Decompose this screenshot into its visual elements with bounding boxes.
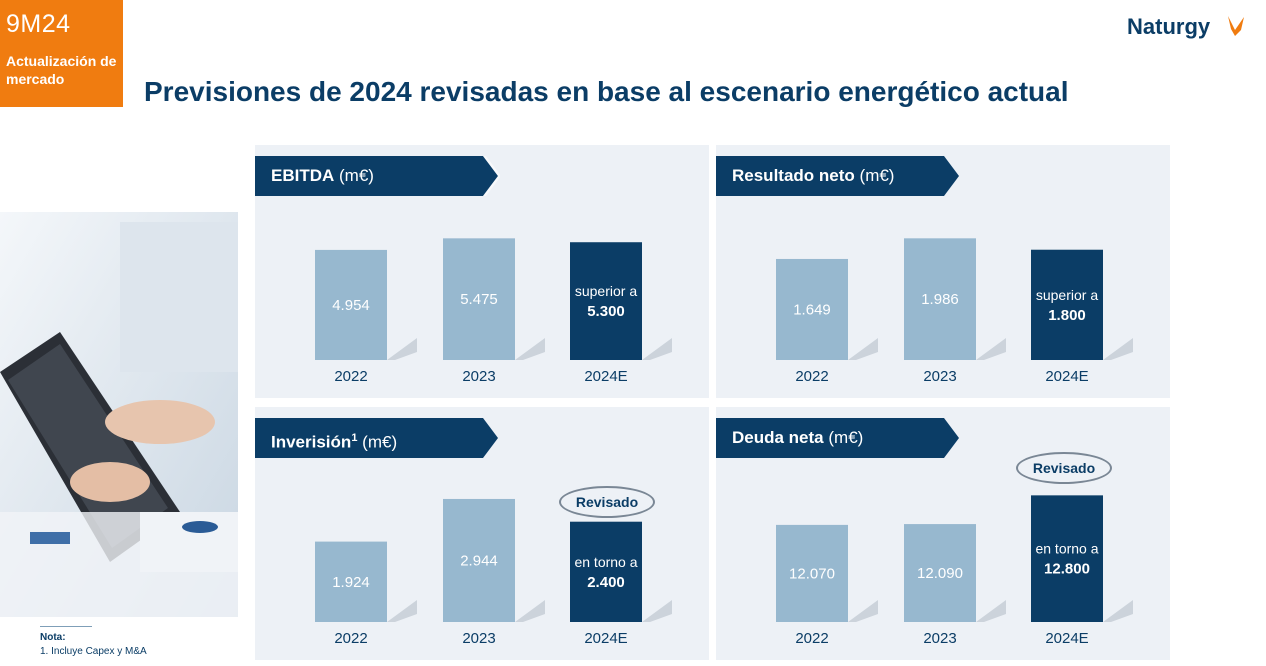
x-tick-label: 2024E — [1045, 368, 1088, 385]
x-tick-label: 2023 — [462, 630, 495, 647]
bar-2022 — [315, 249, 387, 360]
page-title: Previsiones de 2024 revisadas en base al… — [144, 76, 1069, 107]
period-badge: 9M24 Actualización de mercado — [0, 0, 123, 107]
x-tick-label: 2023 — [923, 630, 956, 647]
resultado-neto-panel: Resultado neto (m€) 1.649 2022 1.986 2023 su… — [716, 145, 1170, 398]
brand-flame-icon — [1228, 16, 1244, 36]
x-tick-label: 2023 — [923, 368, 956, 385]
deuda-neta-unit: (m€) — [828, 428, 864, 447]
bar-shadow — [642, 600, 672, 622]
deuda-neta-chart: 12.070 2022 12.090 2023 en torno a 12.800 2024… — [776, 495, 1133, 647]
ebitda-unit: (m€) — [339, 166, 374, 185]
ebitda-chart: 4.954 2022 5.475 2023 superior a 5.300 2024E — [315, 238, 672, 385]
bar-2023 — [443, 238, 515, 360]
deuda-neta-revised-badge: Revisado — [1016, 452, 1112, 484]
footnote-text: 1. Incluye Capex y M&A — [40, 646, 147, 657]
bar-value-label: 12.070 — [789, 565, 835, 582]
x-tick-label: 2024E — [584, 368, 627, 385]
bar-value-label: 12.800 — [1044, 561, 1090, 578]
bar-value-label: 5.475 — [460, 291, 498, 308]
bar-shadow — [642, 338, 672, 360]
bar-shadow — [848, 600, 878, 622]
bar-shadow — [387, 338, 417, 360]
x-tick-label: 2024E — [1045, 630, 1088, 647]
bar-value-label: 4.954 — [332, 297, 370, 314]
forecast-prefix-label: superior a — [1036, 287, 1098, 303]
inversion-title: Inverisión — [271, 432, 352, 452]
x-tick-label: 2022 — [334, 630, 367, 647]
bar-2024E — [570, 521, 642, 622]
inversion-unit: (m€) — [362, 432, 398, 452]
bar-value-label: 12.090 — [917, 565, 963, 582]
ebitda-title: EBITDA — [271, 166, 335, 185]
footnote-title: Nota: — [40, 632, 66, 643]
bar-2024E — [570, 242, 642, 360]
bar-shadow — [515, 338, 545, 360]
x-tick-label: 2023 — [462, 368, 495, 385]
deuda-neta-panel: Deuda neta (m€) Revisado 12.070 2022 12.09… — [716, 407, 1170, 660]
bar-value-label: 1.924 — [332, 574, 370, 591]
bar-value-label: 1.800 — [1048, 307, 1086, 324]
bar-2023 — [443, 498, 515, 622]
bar-value-label: 1.649 — [793, 301, 831, 318]
inversion-footnote-ref: 1 — [351, 432, 358, 444]
brand-name: Naturgy — [1127, 14, 1211, 39]
resultado-neto-title: Resultado neto — [732, 166, 855, 185]
x-tick-label: 2022 — [334, 368, 367, 385]
bar-shadow — [387, 600, 417, 622]
x-tick-label: 2024E — [584, 630, 627, 647]
resultado-neto-unit: (m€) — [859, 166, 895, 185]
bar-2024E — [1031, 495, 1103, 622]
bar-shadow — [848, 338, 878, 360]
ebitda-panel: EBITDA (m€) 4.954 2022 5.475 2023 superior a… — [255, 145, 709, 398]
inversion-revised-badge: Revisado — [559, 486, 655, 518]
bar-value-label: 2.400 — [587, 574, 625, 591]
resultado-neto-chart: 1.649 2022 1.986 2023 superior a 1.800 2024E — [776, 238, 1133, 385]
badge-subtitle: Actualización de mercado — [6, 53, 117, 87]
bar-2022 — [776, 258, 848, 360]
bar-shadow — [976, 338, 1006, 360]
x-tick-label: 2022 — [795, 368, 828, 385]
badge-period: 9M24 — [6, 10, 71, 38]
bar-shadow — [515, 600, 545, 622]
bar-value-label: 1.986 — [921, 291, 959, 308]
bar-2023 — [904, 238, 976, 360]
deuda-neta-title: Deuda neta — [732, 428, 824, 447]
inversion-panel: Inverisión1 (m€) Revisado 1.924 2022 2.944… — [255, 407, 709, 660]
tablet-photo — [0, 212, 238, 617]
bar-shadow — [1103, 600, 1133, 622]
bar-shadow — [976, 600, 1006, 622]
bar-2022 — [315, 541, 387, 622]
brand-logo: Naturgy — [1127, 14, 1244, 40]
bar-2023 — [904, 524, 976, 622]
x-tick-label: 2022 — [795, 630, 828, 647]
bar-value-label: 5.300 — [587, 303, 625, 320]
forecast-prefix-label: superior a — [575, 283, 637, 299]
bar-value-label: 2.944 — [460, 552, 498, 569]
forecast-prefix-label: en torno a — [574, 554, 637, 570]
forecast-prefix-label: en torno a — [1035, 541, 1098, 557]
bar-shadow — [1103, 338, 1133, 360]
bar-2024E — [1031, 249, 1103, 360]
bar-2022 — [776, 524, 848, 622]
inversion-chart: 1.924 2022 2.944 2023 en torno a 2.400 2024E — [315, 498, 672, 647]
footnote-divider — [40, 626, 92, 627]
